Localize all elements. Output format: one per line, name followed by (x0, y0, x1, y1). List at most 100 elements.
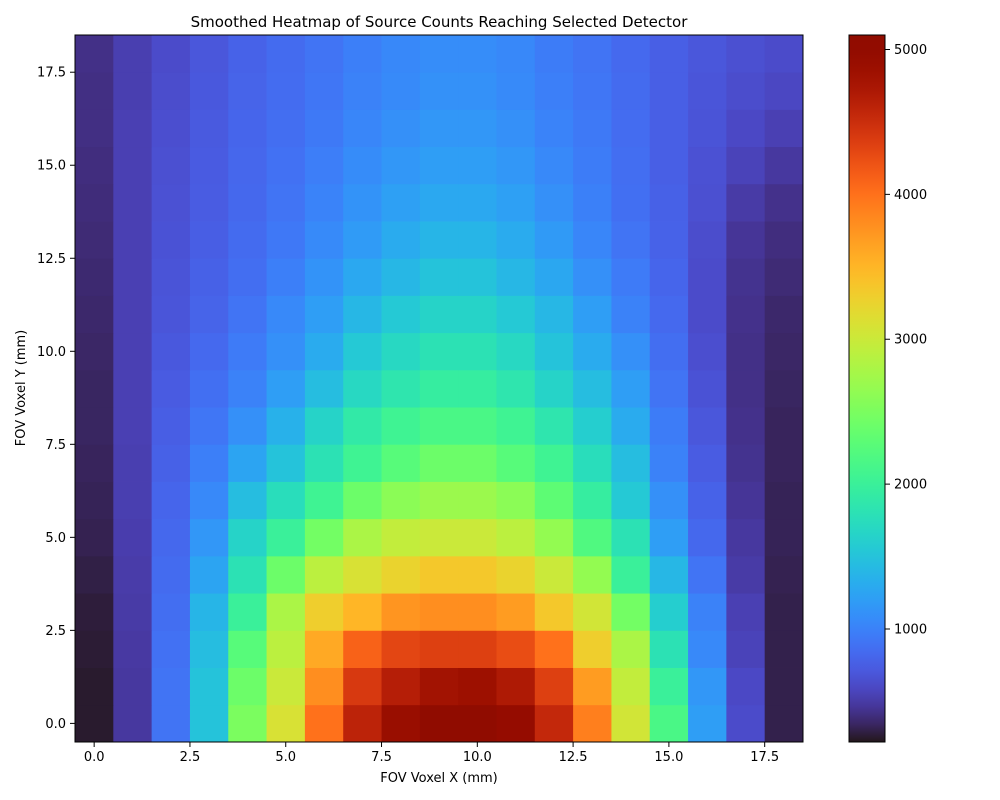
heatmap-cell (726, 221, 766, 259)
heatmap-cell (189, 407, 229, 445)
heatmap-cell (419, 295, 459, 334)
heatmap-cell (113, 593, 153, 631)
heatmap-cell (688, 444, 727, 482)
heatmap-cell (419, 183, 459, 222)
heatmap-cell (228, 258, 267, 296)
colorbar-tick-label: 4000 (894, 188, 927, 203)
heatmap-cell (688, 258, 727, 296)
heatmap-cell (534, 72, 574, 110)
heatmap-cell (688, 704, 727, 743)
heatmap-cell (381, 221, 421, 259)
heatmap-cell (151, 481, 191, 520)
heatmap-cell (151, 295, 191, 334)
heatmap-cell (381, 555, 421, 594)
heatmap-cell (573, 72, 612, 110)
heatmap-cell (458, 555, 497, 594)
heatmap-cell (419, 593, 459, 631)
heatmap-cell (764, 258, 804, 296)
heatmap-cell (75, 593, 114, 631)
heatmap-cell (151, 667, 191, 706)
heatmap-cell (573, 332, 612, 371)
heatmap-cell (458, 667, 497, 706)
heatmap-cell (113, 221, 153, 259)
heatmap-cell (228, 630, 267, 668)
heatmap-cell (228, 555, 267, 594)
heatmap-cell (151, 444, 191, 482)
heatmap-cell (458, 518, 497, 557)
heatmap-cell (266, 518, 306, 557)
heatmap-cell (534, 332, 574, 371)
heatmap-cell (228, 183, 267, 222)
heatmap-cell (458, 146, 497, 185)
heatmap-cell (113, 704, 153, 743)
colorbar (848, 34, 886, 743)
heatmap-cell (534, 369, 574, 408)
heatmap-cell (343, 295, 382, 334)
heatmap-cell (151, 369, 191, 408)
heatmap-cell (75, 109, 114, 148)
heatmap-cell (75, 555, 114, 594)
heatmap-cell (496, 109, 536, 148)
y-axis-ticks: 0.0 2.5 5.0 7.5 10.0 12.5 15.0 17.5 (37, 66, 75, 732)
heatmap-cell (688, 72, 727, 110)
heatmap-cell (688, 109, 727, 148)
heatmap-cell (75, 35, 114, 73)
heatmap-cell (189, 295, 229, 334)
heatmap-cell (266, 704, 306, 743)
heatmap-cell (151, 407, 191, 445)
x-tick-label: 12.5 (559, 750, 588, 765)
y-tick-label: 7.5 (45, 438, 66, 453)
heatmap-cell (688, 407, 727, 445)
heatmap-cell (726, 555, 766, 594)
heatmap-cell (75, 72, 114, 110)
heatmap-cell (151, 555, 191, 594)
heatmap-cell (496, 481, 536, 520)
heatmap-cell (534, 35, 574, 73)
heatmap-cell (573, 183, 612, 222)
heatmap-cell (496, 183, 536, 222)
heatmap-cell (534, 704, 574, 743)
heatmap-cell (496, 630, 536, 668)
heatmap-cell (573, 481, 612, 520)
heatmap-cell (381, 183, 421, 222)
heatmap-cell (496, 518, 536, 557)
heatmap-cell (688, 369, 727, 408)
heatmap-cell (573, 109, 612, 148)
heatmap-cell (726, 258, 766, 296)
heatmap-cell (688, 630, 727, 668)
heatmap-cell (151, 518, 191, 557)
heatmap-cell (304, 444, 344, 482)
heatmap-cell (343, 72, 382, 110)
heatmap-cell (688, 332, 727, 371)
heatmap-cell (611, 630, 651, 668)
heatmap-cell (764, 704, 804, 743)
heatmap-cell (419, 35, 459, 73)
heatmap-cell (304, 332, 344, 371)
heatmap-cell (649, 146, 689, 185)
heatmap-cell (75, 295, 114, 334)
heatmap-cell (266, 481, 306, 520)
heatmap-cell (419, 518, 459, 557)
heatmap-cell (764, 407, 804, 445)
heatmap-cell (534, 221, 574, 259)
heatmap-cell (534, 295, 574, 334)
heatmap-cell (304, 183, 344, 222)
heatmap-cell (611, 295, 651, 334)
heatmap-cell (534, 444, 574, 482)
heatmap-cell (343, 667, 382, 706)
heatmap-cell (688, 183, 727, 222)
heatmap-cell (228, 332, 267, 371)
heatmap-cell (304, 221, 344, 259)
heatmap-cell (381, 146, 421, 185)
y-tick-label: 17.5 (37, 66, 66, 81)
heatmap-cell (726, 593, 766, 631)
heatmap-cell (649, 332, 689, 371)
x-axis-ticks: 0.0 2.5 5.0 7.5 10.0 12.5 15.0 17.5 (84, 742, 779, 765)
heatmap-cell (496, 704, 536, 743)
heatmap-cell (458, 444, 497, 482)
heatmap-cell (304, 407, 344, 445)
heatmap-cell (496, 221, 536, 259)
heatmap-cell (381, 72, 421, 110)
heatmap-cell (304, 72, 344, 110)
heatmap-cell (458, 593, 497, 631)
